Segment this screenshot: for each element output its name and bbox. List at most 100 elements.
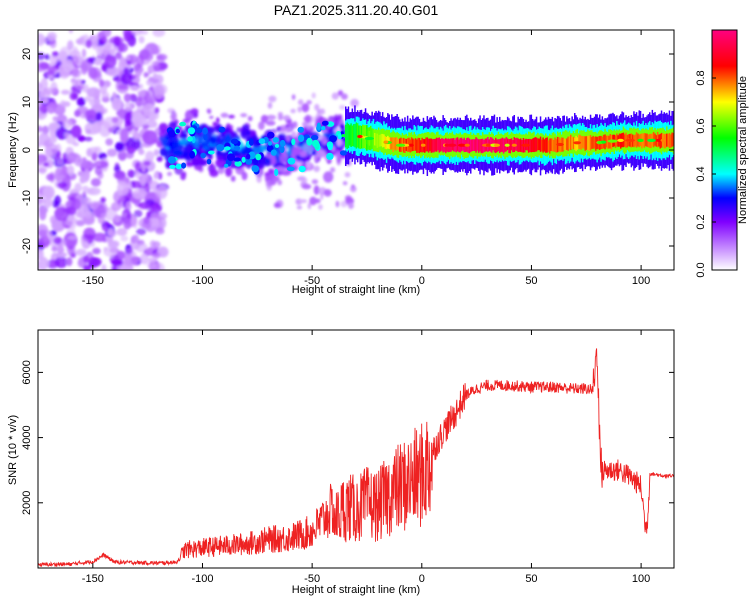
heatmap-cell [285,134,291,142]
heatmap-cell [142,103,155,118]
heatmap-cell [85,109,97,119]
ridge-segment [425,137,427,152]
heatmap-cell [101,226,109,231]
x-tick-label: -50 [304,275,320,287]
heatmap-cell [101,91,110,100]
heatmap-cell [172,142,181,149]
ridge-clump [321,120,329,126]
heatmap-cell [66,165,75,176]
heatmap-cell [72,142,80,147]
heatmap-cell [332,121,339,128]
ridge-highlight [395,143,406,147]
heatmap-cell [260,114,269,123]
x-tick-label: -150 [82,275,104,287]
heatmap-cell [89,97,101,108]
ridge-segment [543,139,546,152]
heatmap-cell [66,242,76,255]
ridge-segment [595,136,597,151]
snr-panel: -150 -100 -50 0 50 100 2000 4000 6000 Height of… [7,329,675,596]
ridge-highlight [341,134,346,138]
ridge-segment [414,138,417,151]
heatmap-cell [296,160,304,168]
ridge-clump [203,133,208,141]
heatmap-cell [301,183,312,190]
ridge-segment [517,138,519,153]
ridge-segment [520,138,522,152]
heatmap-cell [99,35,108,45]
ridge-segment [429,138,431,152]
ridge-segment [433,138,435,153]
heatmap-cell [313,185,320,195]
heatmap-cell [100,197,106,203]
heatmap-cell [331,92,339,100]
colorbar-tick-label: 0.2 [695,214,707,229]
heatmap-cell [99,79,105,88]
heatmap-cell [105,138,114,146]
ridge-segment [380,133,383,147]
ridge-highlight [458,143,466,147]
heatmap-cell [240,147,246,154]
heatmap-cell [72,46,78,56]
ridge-segment [555,139,558,153]
heatmap-cell [122,212,127,218]
ridge-clump [287,157,296,165]
ridge-clump [258,138,266,145]
ridge-clump [218,126,226,133]
ridge-segment [375,133,377,146]
heatmap-cell [108,127,113,133]
heatmap-cell [113,36,121,47]
heatmap-cell [71,55,79,66]
x-tick-label: 50 [525,275,537,287]
heatmap-cell [84,211,93,219]
ridge-segment [567,136,569,151]
heatmap-cell [299,199,308,204]
heatmap-cell [290,108,296,114]
ridge-clump [306,137,313,146]
heatmap-cell [83,197,92,206]
snr-x-ticks: -150 -100 -50 0 50 100 [82,330,650,585]
heatmap-cell [333,118,337,122]
ridge-segment [475,137,477,153]
heatmap-cell [148,76,154,83]
heatmap-cell [39,208,47,221]
heatmap-cell [124,120,134,132]
heatmap-cell [216,150,222,156]
ridge-segment [606,135,609,149]
ridge-segment [546,137,548,153]
snr-y-label: SNR (10 * v/v) [7,415,19,485]
ridge-segment [427,138,430,153]
heatmap-ridge [166,105,674,177]
x-tick-label: 100 [632,275,650,287]
heatmap-cell [91,151,98,161]
ridge-highlight [444,143,449,147]
heatmap-cell [113,170,126,180]
heatmap-cell [84,96,92,102]
ridge-segment [521,140,523,153]
colorbar-tick-label: 0.8 [695,70,707,85]
ridge-highlight [447,143,457,147]
ridge-clump [181,162,187,169]
x-tick-label: 0 [419,573,425,585]
ridge-highlight [494,143,500,147]
heatmap-cell [65,219,77,226]
ridge-segment [376,133,379,148]
heatmap-cell [207,153,213,158]
heatmap-cell [57,243,64,256]
heatmap-cell [45,54,50,60]
ridge-clump [175,128,180,134]
ridge-segment [413,139,415,151]
heatmap-cell [174,166,184,175]
heatmap-cell [209,115,214,120]
heatmap-cell [123,217,132,230]
heatmap-cell [86,188,95,195]
ridge-highlight [383,140,389,144]
heatmap-cell [76,97,86,107]
heatmap-cell [60,100,66,108]
heatmap-cell [154,84,165,100]
heatmap-cell [240,113,248,118]
heatmap-cell [341,93,348,100]
heatmap-cell [228,114,235,119]
ridge-clump [327,143,333,151]
heatmap-cell [146,95,157,103]
